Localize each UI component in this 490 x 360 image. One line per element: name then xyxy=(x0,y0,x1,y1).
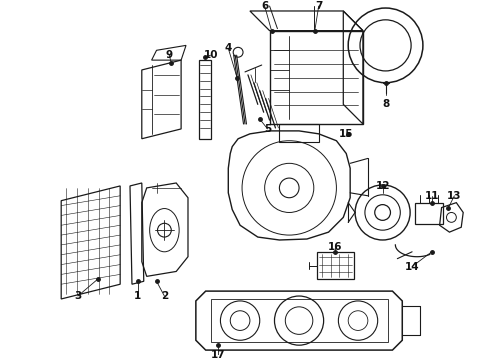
Text: 14: 14 xyxy=(405,261,419,271)
Text: 8: 8 xyxy=(382,99,389,109)
Text: 1: 1 xyxy=(134,291,142,301)
Text: 3: 3 xyxy=(74,291,81,301)
Text: 10: 10 xyxy=(203,50,218,60)
Text: 16: 16 xyxy=(328,242,343,252)
Text: 6: 6 xyxy=(261,1,269,11)
Text: 12: 12 xyxy=(375,181,390,191)
Text: 2: 2 xyxy=(161,291,168,301)
Text: 5: 5 xyxy=(264,124,271,134)
Text: 17: 17 xyxy=(211,350,226,360)
Text: 15: 15 xyxy=(339,129,353,139)
Text: 9: 9 xyxy=(166,50,173,60)
Text: 13: 13 xyxy=(447,191,462,201)
Text: 11: 11 xyxy=(424,191,439,201)
Text: 7: 7 xyxy=(315,1,322,11)
Text: 4: 4 xyxy=(224,43,232,53)
